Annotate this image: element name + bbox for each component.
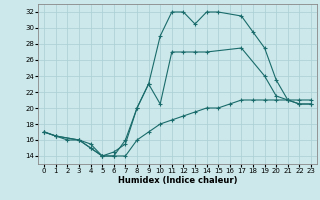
X-axis label: Humidex (Indice chaleur): Humidex (Indice chaleur) (118, 176, 237, 185)
